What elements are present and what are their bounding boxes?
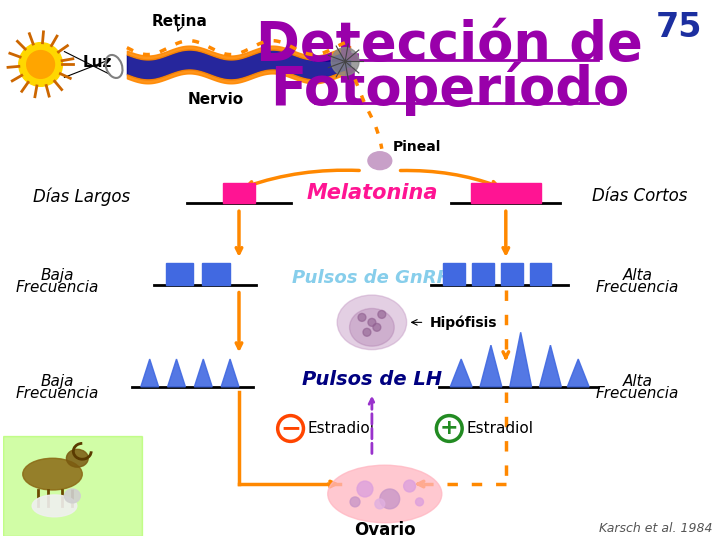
Ellipse shape <box>64 489 81 503</box>
Circle shape <box>404 480 415 492</box>
Circle shape <box>373 323 381 332</box>
FancyBboxPatch shape <box>444 263 465 285</box>
FancyBboxPatch shape <box>530 263 552 285</box>
Polygon shape <box>510 332 531 387</box>
Text: 75: 75 <box>656 11 702 44</box>
Ellipse shape <box>350 308 395 346</box>
Circle shape <box>350 497 360 507</box>
Text: Frecuencia: Frecuencia <box>596 280 680 295</box>
Circle shape <box>363 328 371 336</box>
FancyBboxPatch shape <box>472 263 494 285</box>
Circle shape <box>27 51 55 78</box>
FancyBboxPatch shape <box>501 263 523 285</box>
Polygon shape <box>567 359 589 387</box>
Text: Fotoperíodo: Fotoperíodo <box>270 62 629 116</box>
Text: Días Largos: Días Largos <box>32 187 130 206</box>
FancyBboxPatch shape <box>3 436 142 536</box>
Text: Karsch et al. 1984: Karsch et al. 1984 <box>598 522 712 535</box>
Text: Retina: Retina <box>151 15 207 29</box>
Ellipse shape <box>328 465 442 523</box>
Text: Melatonina: Melatonina <box>306 184 438 204</box>
FancyBboxPatch shape <box>471 184 541 204</box>
Text: Frecuencia: Frecuencia <box>16 280 99 295</box>
Text: Estradiol: Estradiol <box>307 421 374 436</box>
Polygon shape <box>221 359 239 387</box>
Polygon shape <box>480 345 502 387</box>
Circle shape <box>380 489 400 509</box>
Text: Pineal: Pineal <box>392 140 441 154</box>
Text: Frecuencia: Frecuencia <box>16 386 99 401</box>
Text: Alta: Alta <box>623 268 653 284</box>
Ellipse shape <box>23 458 82 490</box>
Text: +: + <box>440 418 459 438</box>
Ellipse shape <box>66 449 89 467</box>
Text: −: − <box>280 416 301 441</box>
Circle shape <box>19 43 63 86</box>
Circle shape <box>331 48 359 76</box>
Ellipse shape <box>32 495 77 517</box>
Polygon shape <box>168 359 186 387</box>
Circle shape <box>357 481 373 497</box>
Text: Alta: Alta <box>623 374 653 389</box>
Text: Estradiol: Estradiol <box>466 421 533 436</box>
Circle shape <box>375 499 384 509</box>
Polygon shape <box>141 359 158 387</box>
Circle shape <box>358 313 366 321</box>
Text: Baja: Baja <box>41 374 74 389</box>
Text: Nervio: Nervio <box>188 92 244 107</box>
Text: Hipófisis: Hipófisis <box>429 315 497 329</box>
Polygon shape <box>450 359 472 387</box>
Text: Ovario: Ovario <box>354 521 415 539</box>
FancyBboxPatch shape <box>202 263 230 285</box>
Text: Días Cortos: Días Cortos <box>592 187 688 205</box>
Text: Detección de: Detección de <box>256 19 643 71</box>
Circle shape <box>368 319 376 326</box>
Text: Pulsos de LH: Pulsos de LH <box>302 370 442 389</box>
Polygon shape <box>194 359 212 387</box>
Ellipse shape <box>337 295 407 349</box>
Circle shape <box>415 498 423 506</box>
Polygon shape <box>539 345 562 387</box>
Circle shape <box>378 310 386 319</box>
Text: Frecuencia: Frecuencia <box>596 386 680 401</box>
Ellipse shape <box>368 152 392 170</box>
FancyBboxPatch shape <box>166 263 194 285</box>
Text: Baja: Baja <box>41 268 74 284</box>
Text: Luz: Luz <box>82 55 112 70</box>
Text: Pulsos de GnRH: Pulsos de GnRH <box>292 269 451 287</box>
FancyBboxPatch shape <box>223 184 255 204</box>
